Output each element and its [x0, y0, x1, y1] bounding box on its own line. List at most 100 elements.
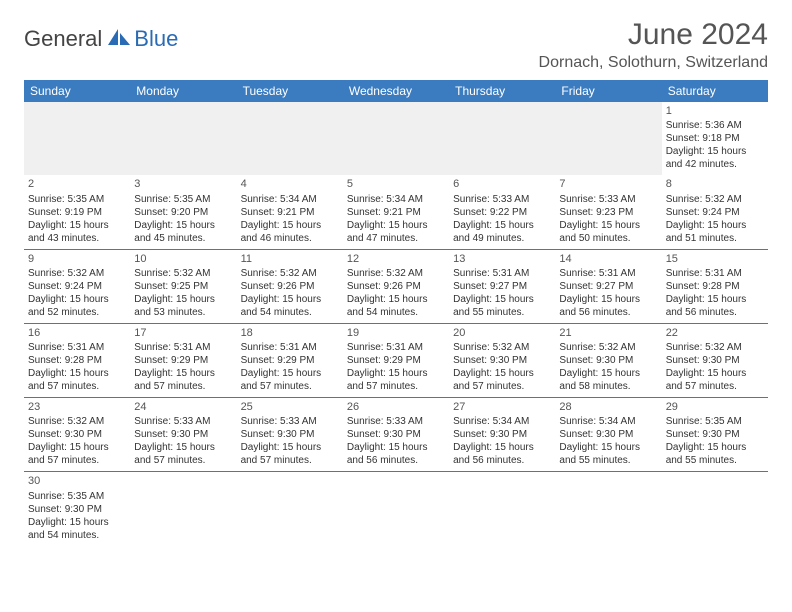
day-cell: 21Sunrise: 5:32 AMSunset: 9:30 PMDayligh… [555, 323, 661, 397]
week-row: 16Sunrise: 5:31 AMSunset: 9:28 PMDayligh… [24, 323, 768, 397]
brand-logo: General Blue [24, 26, 178, 52]
day1-text: Daylight: 15 hours [134, 219, 232, 232]
day2-text: and 57 minutes. [241, 454, 339, 467]
sunrise-text: Sunrise: 5:31 AM [559, 267, 657, 280]
sunrise-text: Sunrise: 5:32 AM [347, 267, 445, 280]
day-cell [130, 102, 236, 175]
day-number: 11 [241, 252, 339, 266]
day-number: 24 [134, 400, 232, 414]
day-number: 2 [28, 177, 126, 191]
day1-text: Daylight: 15 hours [134, 293, 232, 306]
day-cell [449, 472, 555, 546]
sunrise-text: Sunrise: 5:32 AM [134, 267, 232, 280]
col-sun: Sunday [24, 80, 130, 102]
day-number: 13 [453, 252, 551, 266]
day-cell [449, 102, 555, 175]
sunset-text: Sunset: 9:30 PM [134, 428, 232, 441]
sunrise-text: Sunrise: 5:34 AM [559, 415, 657, 428]
day2-text: and 51 minutes. [666, 232, 764, 245]
day-number: 8 [666, 177, 764, 191]
day1-text: Daylight: 15 hours [241, 367, 339, 380]
day2-text: and 42 minutes. [666, 158, 764, 171]
day-number: 16 [28, 326, 126, 340]
day1-text: Daylight: 15 hours [241, 293, 339, 306]
day-cell: 9Sunrise: 5:32 AMSunset: 9:24 PMDaylight… [24, 249, 130, 323]
sunset-text: Sunset: 9:29 PM [241, 354, 339, 367]
sunset-text: Sunset: 9:30 PM [28, 503, 126, 516]
day2-text: and 56 minutes. [347, 454, 445, 467]
sunset-text: Sunset: 9:30 PM [666, 354, 764, 367]
day1-text: Daylight: 15 hours [559, 367, 657, 380]
day-cell: 3Sunrise: 5:35 AMSunset: 9:20 PMDaylight… [130, 175, 236, 249]
sunrise-text: Sunrise: 5:35 AM [666, 415, 764, 428]
day-number: 21 [559, 326, 657, 340]
sunrise-text: Sunrise: 5:36 AM [666, 119, 764, 132]
day-cell [343, 102, 449, 175]
sunrise-text: Sunrise: 5:35 AM [28, 490, 126, 503]
day-cell: 15Sunrise: 5:31 AMSunset: 9:28 PMDayligh… [662, 249, 768, 323]
sail-icon [106, 27, 132, 52]
day-number: 19 [347, 326, 445, 340]
day1-text: Daylight: 15 hours [28, 293, 126, 306]
day-cell [662, 472, 768, 546]
day-cell [555, 102, 661, 175]
brand-part2: Blue [134, 26, 178, 52]
day-number: 18 [241, 326, 339, 340]
day2-text: and 53 minutes. [134, 306, 232, 319]
day2-text: and 43 minutes. [28, 232, 126, 245]
sunset-text: Sunset: 9:28 PM [28, 354, 126, 367]
sunset-text: Sunset: 9:27 PM [559, 280, 657, 293]
sunset-text: Sunset: 9:29 PM [134, 354, 232, 367]
day2-text: and 54 minutes. [241, 306, 339, 319]
sunrise-text: Sunrise: 5:31 AM [28, 341, 126, 354]
sunrise-text: Sunrise: 5:32 AM [28, 415, 126, 428]
day-number: 30 [28, 474, 126, 488]
day-cell: 20Sunrise: 5:32 AMSunset: 9:30 PMDayligh… [449, 323, 555, 397]
sunrise-text: Sunrise: 5:33 AM [241, 415, 339, 428]
sunset-text: Sunset: 9:30 PM [453, 354, 551, 367]
day-number: 1 [666, 104, 764, 118]
day1-text: Daylight: 15 hours [28, 516, 126, 529]
sunset-text: Sunset: 9:20 PM [134, 206, 232, 219]
sunrise-text: Sunrise: 5:33 AM [559, 193, 657, 206]
day-cell: 7Sunrise: 5:33 AMSunset: 9:23 PMDaylight… [555, 175, 661, 249]
day2-text: and 54 minutes. [28, 529, 126, 542]
day1-text: Daylight: 15 hours [453, 367, 551, 380]
day-number: 12 [347, 252, 445, 266]
day-cell: 22Sunrise: 5:32 AMSunset: 9:30 PMDayligh… [662, 323, 768, 397]
day1-text: Daylight: 15 hours [28, 367, 126, 380]
sunset-text: Sunset: 9:18 PM [666, 132, 764, 145]
day1-text: Daylight: 15 hours [666, 441, 764, 454]
day-number: 17 [134, 326, 232, 340]
sunrise-text: Sunrise: 5:31 AM [453, 267, 551, 280]
day-number: 14 [559, 252, 657, 266]
day2-text: and 52 minutes. [28, 306, 126, 319]
week-row: 23Sunrise: 5:32 AMSunset: 9:30 PMDayligh… [24, 398, 768, 472]
day-cell: 1Sunrise: 5:36 AMSunset: 9:18 PMDaylight… [662, 102, 768, 175]
sunset-text: Sunset: 9:29 PM [347, 354, 445, 367]
day-number: 20 [453, 326, 551, 340]
sunset-text: Sunset: 9:30 PM [241, 428, 339, 441]
day2-text: and 57 minutes. [453, 380, 551, 393]
sunset-text: Sunset: 9:23 PM [559, 206, 657, 219]
day-cell [24, 102, 130, 175]
sunset-text: Sunset: 9:21 PM [347, 206, 445, 219]
day-number: 7 [559, 177, 657, 191]
day1-text: Daylight: 15 hours [666, 293, 764, 306]
sunrise-text: Sunrise: 5:34 AM [241, 193, 339, 206]
location-text: Dornach, Solothurn, Switzerland [539, 54, 768, 72]
day2-text: and 56 minutes. [453, 454, 551, 467]
day-cell: 10Sunrise: 5:32 AMSunset: 9:25 PMDayligh… [130, 249, 236, 323]
week-row: 2Sunrise: 5:35 AMSunset: 9:19 PMDaylight… [24, 175, 768, 249]
sunset-text: Sunset: 9:22 PM [453, 206, 551, 219]
sunset-text: Sunset: 9:24 PM [28, 280, 126, 293]
sunset-text: Sunset: 9:26 PM [347, 280, 445, 293]
sunset-text: Sunset: 9:24 PM [666, 206, 764, 219]
sunrise-text: Sunrise: 5:32 AM [559, 341, 657, 354]
day-cell: 8Sunrise: 5:32 AMSunset: 9:24 PMDaylight… [662, 175, 768, 249]
col-fri: Friday [555, 80, 661, 102]
day1-text: Daylight: 15 hours [28, 441, 126, 454]
day2-text: and 57 minutes. [241, 380, 339, 393]
day-number: 6 [453, 177, 551, 191]
sunrise-text: Sunrise: 5:31 AM [347, 341, 445, 354]
